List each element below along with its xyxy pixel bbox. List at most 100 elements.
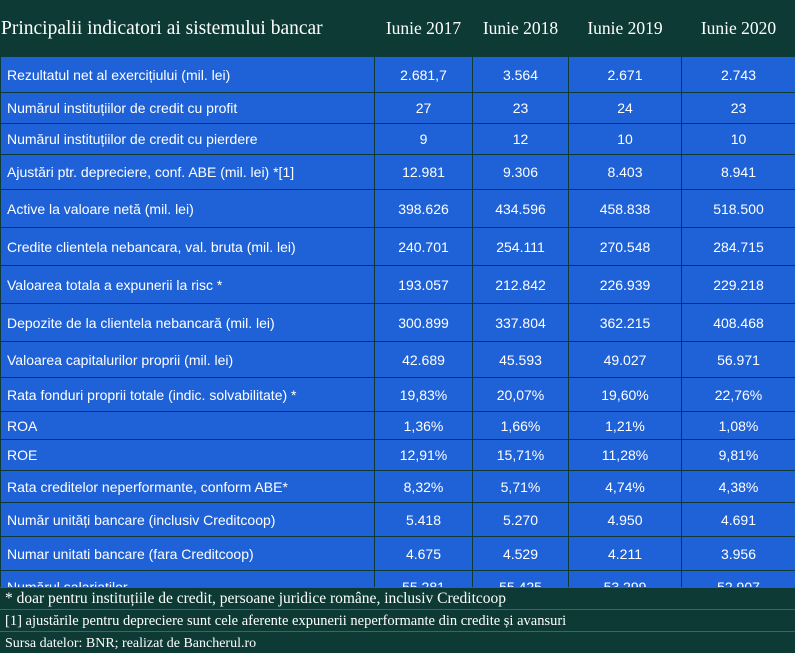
table-cell: 2.681,7 bbox=[375, 57, 473, 93]
table-cell: 193.057 bbox=[375, 266, 473, 304]
table-cell: 270.548 bbox=[569, 228, 682, 266]
table-cell: 8.941 bbox=[682, 155, 795, 190]
table-row: Credite clientela nebancara, val. bruta … bbox=[1, 228, 795, 266]
table-cell: 8,32% bbox=[375, 471, 473, 503]
row-label: ROA bbox=[1, 412, 375, 440]
table-cell: 22,76% bbox=[682, 378, 795, 412]
row-label: Credite clientela nebancara, val. bruta … bbox=[1, 228, 375, 266]
table-cell: 4,74% bbox=[569, 471, 682, 503]
table-cell: 23 bbox=[473, 93, 569, 124]
row-label: Ajustări ptr. depreciere, conf. ABE (mil… bbox=[1, 155, 375, 190]
table-row: Valoarea totala a expunerii la risc * 19… bbox=[1, 266, 795, 304]
table-cell: 1,21% bbox=[569, 412, 682, 440]
row-label: Rata creditelor neperformante, conform A… bbox=[1, 471, 375, 503]
table-row: Numărul instituțiilor de credit cu profi… bbox=[1, 93, 795, 124]
table-cell: 12.981 bbox=[375, 155, 473, 190]
footnote-asterisk: * doar pentru instituțiile de credit, pe… bbox=[0, 587, 795, 609]
source-note-text: Sursa datelor: BNR; realizat de Bancheru… bbox=[0, 633, 256, 653]
table-cell: 10 bbox=[682, 124, 795, 155]
table-row: Număr unități bancare (inclusiv Creditco… bbox=[1, 503, 795, 537]
table-cell: 9 bbox=[375, 124, 473, 155]
table-cell: 254.111 bbox=[473, 228, 569, 266]
table-cell: 4.211 bbox=[569, 537, 682, 571]
table-row: Valoarea capitalurilor proprii (mil. lei… bbox=[1, 342, 795, 378]
table-row: Ajustări ptr. depreciere, conf. ABE (mil… bbox=[1, 155, 795, 190]
table-cell: 434.596 bbox=[473, 190, 569, 228]
table-cell: 19,83% bbox=[375, 378, 473, 412]
table-cell: 45.593 bbox=[473, 342, 569, 378]
table-cell: 42.689 bbox=[375, 342, 473, 378]
row-label: Active la valoare netă (mil. lei) bbox=[1, 190, 375, 228]
table-cell: 4.950 bbox=[569, 503, 682, 537]
table-cell: 23 bbox=[682, 93, 795, 124]
table-cell: 4.675 bbox=[375, 537, 473, 571]
indicators-table: Principalii indicatori ai sistemului ban… bbox=[0, 0, 795, 603]
table-cell: 408.468 bbox=[682, 304, 795, 342]
footnote-asterisk-text: * doar pentru instituțiile de credit, pe… bbox=[0, 588, 506, 609]
row-label: Numărul instituțiilor de credit cu pierd… bbox=[1, 124, 375, 155]
table-cell: 212.842 bbox=[473, 266, 569, 304]
table-cell: 12,91% bbox=[375, 440, 473, 471]
source-note: Sursa datelor: BNR; realizat de Bancheru… bbox=[0, 631, 795, 653]
table-cell: 3.564 bbox=[473, 57, 569, 93]
table-cell: 229.218 bbox=[682, 266, 795, 304]
table-cell: 300.899 bbox=[375, 304, 473, 342]
header-row: Principalii indicatori ai sistemului ban… bbox=[1, 1, 795, 57]
table-cell: 10 bbox=[569, 124, 682, 155]
table-cell: 11,28% bbox=[569, 440, 682, 471]
table-row: ROA 1,36% 1,66% 1,21% 1,08% bbox=[1, 412, 795, 440]
table-cell: 24 bbox=[569, 93, 682, 124]
table-cell: 5.270 bbox=[473, 503, 569, 537]
table-row: Numărul instituțiilor de credit cu pierd… bbox=[1, 124, 795, 155]
table-cell: 2.671 bbox=[569, 57, 682, 93]
table-cell: 4.691 bbox=[682, 503, 795, 537]
table-cell: 518.500 bbox=[682, 190, 795, 228]
column-header-2020: Iunie 2020 bbox=[682, 1, 795, 57]
table-cell: 5,71% bbox=[473, 471, 569, 503]
table-cell: 362.215 bbox=[569, 304, 682, 342]
row-label: Număr unități bancare (inclusiv Creditco… bbox=[1, 503, 375, 537]
row-label: Numar unitati bancare (fara Creditcoop) bbox=[1, 537, 375, 571]
table-cell: 337.804 bbox=[473, 304, 569, 342]
table-cell: 2.743 bbox=[682, 57, 795, 93]
table-cell: 1,36% bbox=[375, 412, 473, 440]
table-cell: 8.403 bbox=[569, 155, 682, 190]
footnote-ref-1-text: [1] ajustările pentru depreciere sunt ce… bbox=[0, 611, 566, 631]
table-cell: 4.529 bbox=[473, 537, 569, 571]
table-row: ROE 12,91% 15,71% 11,28% 9,81% bbox=[1, 440, 795, 471]
table-cell: 9.306 bbox=[473, 155, 569, 190]
table-row: Numar unitati bancare (fara Creditcoop) … bbox=[1, 537, 795, 571]
table-cell: 9,81% bbox=[682, 440, 795, 471]
table-cell: 226.939 bbox=[569, 266, 682, 304]
table-cell: 20,07% bbox=[473, 378, 569, 412]
table-cell: 240.701 bbox=[375, 228, 473, 266]
table-cell: 1,08% bbox=[682, 412, 795, 440]
row-label: Depozite de la clientela nebancară (mil.… bbox=[1, 304, 375, 342]
row-label: Valoarea capitalurilor proprii (mil. lei… bbox=[1, 342, 375, 378]
table-cell: 4,38% bbox=[682, 471, 795, 503]
column-header-2017: Iunie 2017 bbox=[375, 1, 473, 57]
table-cell: 284.715 bbox=[682, 228, 795, 266]
table-cell: 5.418 bbox=[375, 503, 473, 537]
table-cell: 1,66% bbox=[473, 412, 569, 440]
table-cell: 398.626 bbox=[375, 190, 473, 228]
table-cell: 19,60% bbox=[569, 378, 682, 412]
table-row: Active la valoare netă (mil. lei) 398.62… bbox=[1, 190, 795, 228]
table-row: Rata fonduri proprii totale (indic. solv… bbox=[1, 378, 795, 412]
table-cell: 56.971 bbox=[682, 342, 795, 378]
column-header-2018: Iunie 2018 bbox=[473, 1, 569, 57]
table-row: Rata creditelor neperformante, conform A… bbox=[1, 471, 795, 503]
table-cell: 458.838 bbox=[569, 190, 682, 228]
row-label: Numărul instituțiilor de credit cu profi… bbox=[1, 93, 375, 124]
table-row: Rezultatul net al exercițiului (mil. lei… bbox=[1, 57, 795, 93]
table-cell: 3.956 bbox=[682, 537, 795, 571]
footnote-ref-1: [1] ajustările pentru depreciere sunt ce… bbox=[0, 609, 795, 631]
row-label: Valoarea totala a expunerii la risc * bbox=[1, 266, 375, 304]
footnotes: * doar pentru instituțiile de credit, pe… bbox=[0, 587, 795, 653]
table-cell: 15,71% bbox=[473, 440, 569, 471]
table-row: Depozite de la clientela nebancară (mil.… bbox=[1, 304, 795, 342]
row-label: Rezultatul net al exercițiului (mil. lei… bbox=[1, 57, 375, 93]
row-label: ROE bbox=[1, 440, 375, 471]
column-header-2019: Iunie 2019 bbox=[569, 1, 682, 57]
